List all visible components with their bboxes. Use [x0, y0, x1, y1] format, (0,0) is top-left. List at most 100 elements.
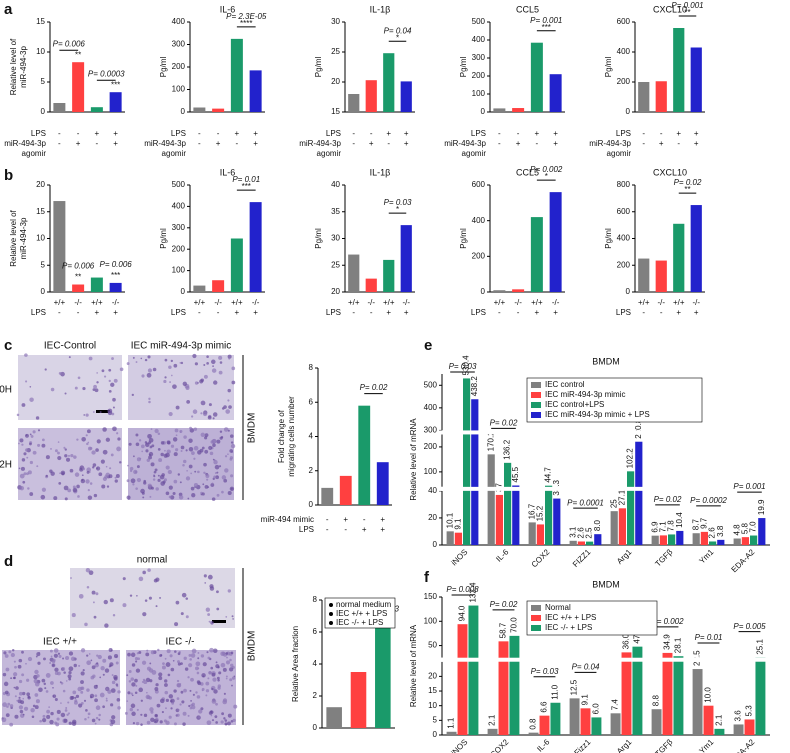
micrograph-speck [58, 654, 62, 658]
micrograph-speck [188, 446, 194, 452]
micrograph-speck [144, 358, 148, 362]
micrograph-speck [145, 442, 150, 448]
micrograph-speck [192, 693, 195, 696]
micrograph-speck [222, 667, 227, 672]
value-label: 12.5 [570, 679, 579, 695]
micrograph-speck [130, 703, 136, 709]
micrograph-speck [59, 681, 62, 683]
legend-dot [329, 621, 333, 625]
micrograph-speck [54, 698, 58, 702]
micrograph-speck [59, 472, 61, 475]
micrograph-speck [142, 570, 146, 575]
micrograph-speck [102, 476, 107, 482]
micrograph-speck [21, 691, 26, 696]
condition-mark: + [343, 515, 348, 524]
micrograph-speck [102, 427, 107, 432]
value-label: 8.8 [652, 695, 661, 707]
value-label: 2.1 [715, 714, 724, 726]
micrograph-speck [112, 613, 116, 617]
legend-label: normal medium [336, 600, 391, 609]
x-tick-label: iNOS [450, 738, 470, 753]
micrograph-speck [194, 362, 198, 366]
micrograph-speck [112, 406, 115, 409]
value-label: 27.1 [618, 489, 627, 505]
micrograph-speck [136, 652, 139, 655]
micrograph-speck [45, 690, 49, 693]
micrograph-speck [65, 655, 70, 661]
micrograph-speck [109, 598, 114, 603]
p-value: P= 0.006 [100, 260, 133, 269]
micrograph-speck [80, 686, 84, 690]
legend-swatch [531, 402, 541, 408]
p-value: P= 0.04 [384, 26, 412, 35]
micrograph-speck [110, 688, 116, 693]
y-tick-label: 300 [472, 53, 486, 62]
p-value: P= 0.006 [53, 39, 86, 48]
micrograph-speck [70, 695, 75, 700]
legend-box [526, 600, 658, 636]
micrograph-speck [211, 497, 216, 501]
micrograph-speck [146, 372, 152, 378]
micrograph-speck [157, 474, 160, 477]
bar [610, 511, 618, 545]
micrograph-speck [180, 690, 184, 694]
micrograph-speck [212, 458, 215, 461]
micrograph-speck [135, 660, 138, 663]
micrograph-speck [170, 667, 175, 672]
condition-mark: - [660, 129, 663, 138]
value-label: 6.0 [592, 703, 601, 715]
micrograph-speck [46, 714, 51, 720]
micrograph-speck [34, 681, 40, 687]
micrograph-speck [168, 365, 172, 369]
value-label: 10.0 [704, 687, 713, 703]
y-tick-label: 25 [331, 260, 340, 269]
micrograph-speck [166, 449, 171, 454]
micrograph-speck [81, 437, 86, 442]
micrograph-speck [202, 411, 208, 417]
bar [655, 260, 667, 292]
condition-mark: -/- [74, 298, 82, 307]
micrograph-speck [214, 472, 217, 474]
micrograph-speck [70, 577, 72, 579]
bar [463, 378, 471, 545]
micrograph-speck [146, 720, 151, 725]
micrograph-speck [91, 450, 96, 455]
micrograph-speck [226, 656, 228, 659]
micrograph-speck [108, 648, 113, 652]
micrograph-speck [154, 428, 159, 434]
image-label: IEC miR-494-3p mimic [131, 341, 232, 352]
micrograph-speck [197, 657, 200, 660]
micrograph-speck [88, 653, 91, 655]
micrograph-speck [200, 654, 205, 658]
micrograph-speck [214, 715, 218, 719]
value-label: 9.1 [454, 518, 463, 530]
legend-label: Normal [545, 603, 571, 612]
micrograph-speck [19, 485, 25, 491]
condition-mark: + [362, 525, 367, 534]
micrograph-speck [164, 358, 168, 362]
bar [454, 532, 462, 545]
micrograph-speck [129, 707, 134, 712]
condition-mark: - [352, 139, 355, 148]
micrograph-speck [147, 568, 151, 572]
bar [90, 107, 103, 112]
micrograph-speck [65, 707, 68, 710]
micrograph-speck [13, 672, 18, 677]
condition-mark: + [369, 139, 374, 148]
micrograph-speck [140, 713, 143, 716]
bar [692, 669, 703, 735]
panel-label: d [4, 553, 13, 570]
micrograph-speck [52, 686, 54, 689]
bar [549, 74, 562, 112]
y-tick-label: 2 [313, 691, 318, 700]
micrograph-speck [85, 479, 90, 484]
bar [755, 657, 766, 735]
micrograph-speck [17, 664, 22, 669]
micrograph-speck [22, 697, 25, 700]
micrograph-speck [72, 485, 76, 489]
significance-stars: * [396, 33, 399, 42]
micrograph-speck [183, 656, 187, 660]
micrograph-speck [54, 671, 59, 676]
micrograph-speck [149, 445, 153, 449]
micrograph-speck [87, 489, 90, 492]
